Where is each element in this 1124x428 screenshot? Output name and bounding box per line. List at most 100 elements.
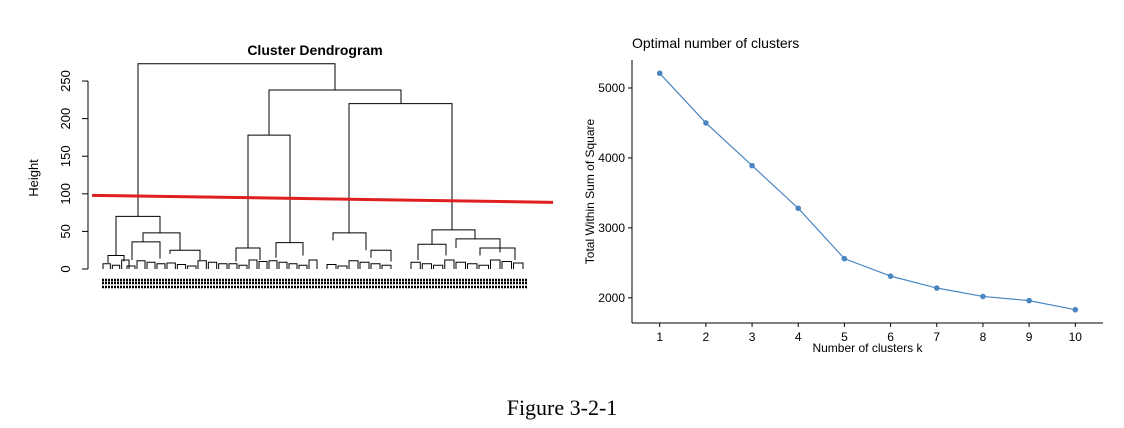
x-tick-label: 7 [933, 330, 940, 344]
dendrogram-link [431, 229, 476, 245]
y-tick-label: 150 [58, 145, 73, 167]
dendrogram-link [501, 260, 512, 269]
dendrogram-link [268, 89, 402, 136]
y-tick-label: 100 [58, 183, 73, 205]
y-tick-label: 200 [58, 108, 73, 130]
dendrogram-link [207, 261, 218, 269]
elbow-chart-panel: Optimal number of clusters 2000 3000 4000 5… [583, 35, 1103, 355]
data-point [1026, 297, 1032, 304]
dendrogram-link [348, 260, 359, 269]
dendrogram-link [102, 263, 111, 269]
data-point [933, 285, 940, 291]
dendrogram-link [169, 249, 201, 260]
dendrogram-link [137, 63, 336, 217]
dendrogram-title: Cluster Dendrogram [247, 42, 382, 58]
x-tick-label: 10 [1069, 330, 1083, 344]
dendrogram-link [278, 261, 288, 269]
elbow-chart-title: Optimal number of clusters [632, 35, 799, 51]
dendrogram-link [228, 263, 238, 269]
data-point [749, 162, 755, 169]
dendrogram-link [513, 262, 524, 269]
dendrogram-link [455, 261, 466, 269]
dendrogram-link [131, 241, 161, 260]
dendrogram-link [142, 232, 181, 251]
dendrogram-link [187, 265, 197, 269]
data-point [795, 205, 802, 212]
dendrogram-link [247, 134, 291, 248]
y-axis-label: Height [26, 159, 41, 197]
dendrogram-link [218, 263, 228, 269]
dendrogram-link [381, 264, 392, 269]
elbow-series [656, 70, 1079, 313]
dendrogram-leaf-labels [102, 278, 527, 289]
dendrogram-link [417, 243, 447, 260]
dendrogram-link [359, 261, 370, 269]
y-tick-label: 4000 [598, 151, 625, 165]
dendrogram-link [136, 260, 146, 269]
dendrogram-link [370, 249, 392, 262]
dendrogram-link [126, 265, 136, 269]
y-tick-label: 0 [58, 265, 73, 272]
x-tick-label: 1 [656, 330, 663, 344]
y-tick-label: 50 [58, 224, 73, 238]
dendrogram-tree [102, 63, 524, 269]
dendrogram-link [479, 247, 516, 260]
x-axis-label: Number of clusters k [812, 341, 923, 355]
elbow-chart-axes: 2000 3000 4000 5000 1 2 3 4 5 6 7 8 9 10 Number of clu… [583, 60, 1103, 355]
dendrogram-link [197, 260, 207, 269]
x-tick-label: 6 [887, 330, 894, 344]
x-tick-label: 2 [703, 330, 710, 344]
figure-caption: Figure 3-2-1 [506, 395, 618, 420]
dendrogram-link [111, 264, 121, 269]
dendrogram-link [146, 261, 156, 269]
dendrogram-link [121, 259, 130, 269]
x-tick-label: 3 [749, 330, 756, 344]
dendrogram-link [326, 263, 337, 269]
dendrogram-link [298, 264, 308, 269]
dendrogram-link [478, 264, 489, 269]
data-point [980, 293, 986, 300]
dendrogram-link [433, 264, 444, 269]
dendrogram-link [370, 263, 381, 269]
dendrogram-link [275, 242, 304, 258]
x-tick-label: 5 [841, 330, 848, 344]
y-tick-label: 250 [58, 70, 73, 92]
dendrogram-link [410, 261, 421, 269]
dendrogram-link [248, 259, 258, 269]
dendrogram-link [166, 262, 176, 269]
dendrogram-link [455, 238, 501, 253]
dendrogram-link [235, 247, 261, 262]
data-point [887, 273, 894, 279]
dendrogram-link [467, 263, 478, 269]
dendrogram-link [444, 259, 455, 269]
dendrogram-link [238, 264, 248, 269]
dendrogram-link [258, 260, 268, 269]
y-tick-label: 5000 [598, 81, 625, 95]
x-tick-label: 8 [980, 330, 987, 344]
dendrogram-link [308, 259, 318, 269]
dendrogram-link [490, 259, 501, 269]
data-point [656, 70, 663, 77]
dendrogram-link [176, 263, 187, 269]
dendrogram-link [288, 263, 298, 269]
dendrogram-link [107, 254, 125, 263]
dendrogram-link [156, 263, 166, 269]
y-axis-label: Total Within Sum of Square [583, 118, 597, 264]
dendrogram-link [421, 263, 432, 269]
y-tick-label: 3000 [598, 221, 625, 235]
dendrogram-link [348, 103, 453, 233]
elbow-line [659, 72, 1076, 311]
x-tick-label: 4 [795, 330, 802, 344]
cut-height-line [91, 193, 554, 204]
data-point [1072, 306, 1079, 313]
dendrogram-panel: Cluster Dendrogram 0 50 100 150 200 250 Height [26, 42, 554, 289]
dendrogram-link [337, 265, 348, 269]
dendrogram-y-axis: 0 50 100 150 200 250 Height [26, 70, 89, 273]
x-tick-label: 9 [1026, 330, 1033, 344]
y-tick-label: 2000 [598, 291, 625, 305]
dendrogram-link [115, 215, 161, 256]
dendrogram-link [332, 232, 367, 251]
dendrogram-link [268, 260, 278, 269]
data-point [841, 255, 848, 262]
